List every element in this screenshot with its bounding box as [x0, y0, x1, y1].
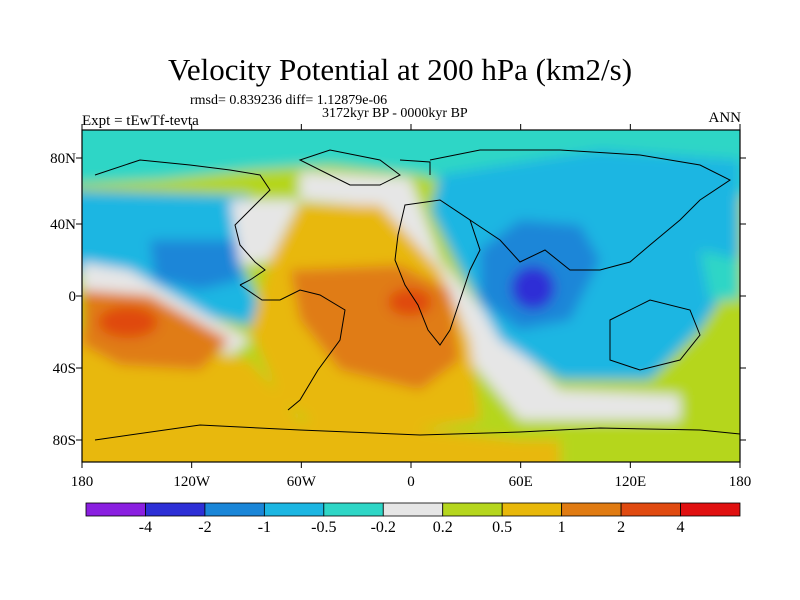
- lat-tick-label: 40N: [50, 217, 76, 233]
- colorbar-box: [620, 502, 681, 517]
- lat-tick-label: 80S: [53, 433, 76, 449]
- colorbar-label: 2: [617, 519, 626, 536]
- velocity-potential-field: [82, 130, 740, 462]
- coastlines: [94, 149, 740, 441]
- experiment-label: Expt = tEwTf-tevta: [82, 113, 199, 129]
- colorbar-label: -1: [257, 519, 272, 536]
- lat-tick-label: 80N: [50, 151, 76, 167]
- lat-tick-label: 40S: [53, 361, 76, 377]
- period-label: 3172kyr BP - 0000kyr BP: [322, 106, 468, 121]
- colorbar-box: [204, 502, 265, 517]
- lon-tick-label: 60E: [509, 474, 533, 490]
- season-label: ANN: [708, 110, 742, 126]
- colorbar-box: [442, 502, 503, 517]
- lon-tick-label: 180: [729, 474, 752, 490]
- lon-axis: 180 120W 60W 0 60E 120E 180: [71, 124, 752, 490]
- stats-label: rmsd= 0.839236 diff= 1.12879e-06: [190, 93, 388, 108]
- colorbar-label: 0.5: [492, 519, 513, 536]
- colorbar: [85, 502, 741, 517]
- lon-tick-label: 0: [407, 474, 415, 490]
- colorbar-box: [382, 502, 444, 517]
- colorbar-box: [145, 502, 206, 517]
- lat-tick-label: 0: [69, 289, 77, 305]
- colorbar-box: [501, 502, 563, 517]
- colorbar-box: [323, 502, 384, 517]
- colorbar-box: [680, 502, 741, 517]
- colorbar-box: [85, 502, 146, 517]
- lon-tick-label: 180: [71, 474, 94, 490]
- lat-axis: 80N 40N 0 40S 80S: [50, 151, 746, 449]
- colorbar-label: -0.2: [370, 519, 396, 536]
- lon-tick-label: 60W: [287, 474, 317, 490]
- lon-tick-label: 120E: [614, 474, 646, 490]
- colorbar-label: -2: [198, 519, 212, 536]
- colorbar-box: [263, 502, 325, 517]
- lon-tick-label: 120W: [173, 474, 211, 490]
- colorbar-label: 0.2: [432, 519, 453, 536]
- colorbar-label: -0.5: [311, 519, 337, 536]
- colorbar-label: -4: [138, 519, 153, 536]
- colorbar-label: 4: [676, 519, 685, 536]
- colorbar-box: [561, 502, 622, 517]
- colorbar-label: 1: [557, 519, 566, 536]
- map-title: Velocity Potential at 200 hPa (km2/s): [167, 52, 633, 87]
